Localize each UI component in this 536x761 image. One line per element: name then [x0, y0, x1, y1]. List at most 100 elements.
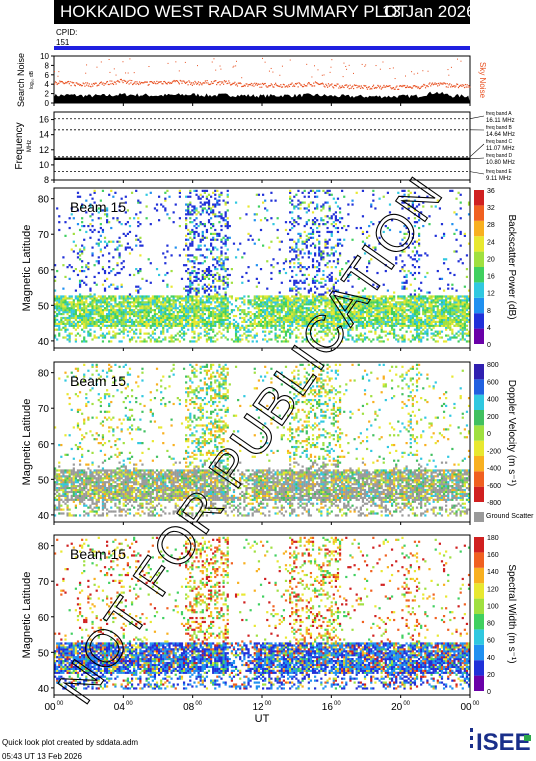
heatmap-cell — [343, 301, 346, 304]
heatmap-cell — [141, 301, 144, 304]
heatmap-cell — [253, 322, 256, 325]
sky-noise-point — [54, 83, 56, 85]
sky-noise-point — [61, 81, 63, 83]
heatmap-cell — [426, 324, 429, 327]
heatmap-cell — [56, 299, 59, 302]
heatmap-cell — [390, 332, 394, 335]
heatmap-cell — [274, 314, 277, 318]
heatmap-cell — [203, 309, 206, 312]
heatmap-cell — [324, 307, 327, 310]
heatmap-cell — [291, 203, 294, 206]
heatmap-cell — [405, 309, 408, 312]
heatmap-cell — [122, 266, 125, 269]
heatmap-cell — [372, 297, 375, 300]
heatmap-cell — [174, 316, 177, 320]
heatmap-cell — [413, 221, 417, 224]
heatmap-cell — [203, 328, 206, 331]
heatmap-cell — [326, 201, 329, 204]
heatmap-cell — [420, 297, 423, 300]
heatmap-cell — [207, 320, 211, 323]
heatmap-cell — [361, 324, 365, 327]
heatmap-cell — [399, 295, 402, 298]
heatmap-cell — [297, 258, 300, 261]
heatmap-cell — [172, 303, 175, 306]
heatmap-cell — [234, 297, 238, 300]
heatmap-cell — [62, 326, 65, 329]
heatmap-cell — [330, 338, 333, 341]
heatmap-cell — [70, 305, 73, 308]
heatmap-cell — [83, 303, 86, 306]
heatmap-cell — [291, 314, 294, 318]
heatmap-cell — [193, 330, 196, 333]
heatmap-cell — [293, 309, 296, 312]
heatmap-cell — [126, 297, 129, 300]
heatmap-cell — [407, 199, 410, 202]
heatmap-cell — [303, 324, 306, 327]
sky-noise-point — [444, 82, 446, 84]
heatmap-cell — [172, 297, 175, 300]
heatmap-cell — [124, 324, 127, 327]
heatmap-cell — [85, 316, 88, 320]
heatmap-cell — [232, 318, 236, 322]
heatmap-cell — [168, 312, 171, 316]
heatmap-cell — [428, 301, 431, 304]
heatmap-cell — [128, 314, 132, 318]
heatmap-cell — [195, 277, 198, 280]
heatmap-cell — [224, 293, 227, 296]
sky-noise-point — [71, 81, 73, 83]
heatmap-cell — [172, 312, 175, 316]
heatmap-cell — [120, 305, 123, 308]
heatmap-cell — [197, 334, 200, 337]
heatmap-cell — [399, 314, 402, 318]
sky-noise-point — [217, 81, 219, 84]
heatmap-cell — [158, 311, 161, 314]
heatmap-cell — [237, 330, 240, 333]
heatmap-cell — [103, 309, 107, 312]
heatmap-cell — [170, 269, 173, 273]
sky-noise-point — [73, 84, 76, 86]
sky-noise-point — [172, 80, 174, 82]
heatmap-cell — [133, 273, 136, 277]
heatmap-cell — [326, 221, 329, 224]
heatmap-cell — [99, 316, 102, 320]
heatmap-cell — [197, 287, 200, 290]
heatmap-cell — [270, 295, 273, 298]
heatmap-cell — [282, 340, 285, 343]
heatmap-cell — [324, 318, 327, 322]
heatmap-cell — [160, 312, 163, 316]
heatmap-cell — [293, 297, 296, 300]
heatmap-cell — [247, 279, 250, 282]
heatmap-cell — [110, 324, 113, 327]
heatmap-cell — [216, 203, 219, 206]
heatmap-cell — [78, 316, 82, 320]
heatmap-cell — [401, 285, 404, 288]
heatmap-cell — [401, 207, 404, 210]
heatmap-cell — [316, 297, 319, 300]
heatmap-cell — [237, 326, 240, 329]
heatmap-cell — [388, 307, 392, 310]
heatmap-cell — [395, 258, 398, 261]
heatmap-cell — [147, 303, 150, 306]
heatmap-cell — [112, 195, 115, 198]
heatmap-cell — [382, 340, 385, 343]
heatmap-cell — [374, 301, 377, 304]
search-noise-area — [54, 91, 470, 103]
heatmap-cell — [436, 316, 439, 320]
heatmap-cell — [220, 240, 223, 243]
sky-noise-point — [334, 84, 336, 87]
heatmap-cell — [216, 332, 219, 335]
heatmap-cell — [347, 275, 350, 279]
heatmap-cell — [239, 242, 242, 245]
sky-noise-point — [346, 86, 349, 88]
heatmap-cell — [176, 307, 179, 310]
sky-noise-point — [161, 83, 163, 85]
heatmap-cell — [195, 273, 198, 277]
heatmap-cell — [220, 191, 223, 194]
heatmap-cell — [103, 307, 107, 310]
freq-ytick-label: 14 — [39, 130, 49, 140]
heatmap-cell — [422, 311, 425, 314]
heatmap-cell — [372, 305, 375, 308]
heatmap-cell — [116, 246, 119, 249]
sky-noise-point — [301, 84, 303, 86]
heatmap-cell — [341, 189, 344, 192]
